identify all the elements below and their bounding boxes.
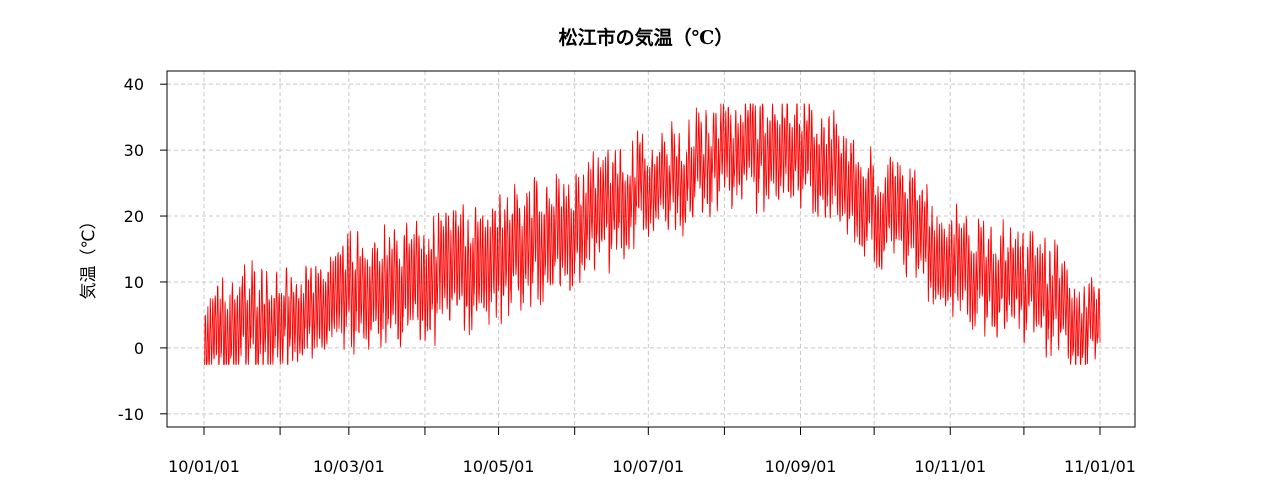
x-tick-label: 10/11/01	[914, 457, 986, 476]
y-tick-label: 10	[124, 273, 144, 292]
x-tick-label: 11/01/01	[1064, 457, 1136, 476]
x-tick-label: 10/05/01	[463, 457, 535, 476]
y-axis: -10 0 10 20 30 40	[118, 75, 167, 424]
x-axis: 10/01/01 10/03/01 10/05/01 10/07/01 10/09/01…	[168, 427, 1136, 476]
y-tick-label: 30	[124, 141, 144, 160]
y-tick-label: 0	[134, 339, 144, 358]
y-axis-label: 気温（℃）	[79, 212, 99, 299]
x-tick-label: 10/07/01	[612, 457, 684, 476]
grid-lines	[167, 71, 1135, 427]
y-tick-label: 40	[124, 75, 144, 94]
x-tick-label: 10/01/01	[168, 457, 240, 476]
temperature-line	[203, 103, 1101, 365]
plot-frame	[166, 70, 1136, 428]
x-tick-label: 10/03/01	[313, 457, 385, 476]
temperature-series	[203, 103, 1101, 365]
x-tick-label: 10/09/01	[765, 457, 837, 476]
chart-title: 松江市の気温（℃）	[559, 26, 734, 49]
y-tick-label: 20	[124, 207, 144, 226]
y-tick-label: -10	[118, 405, 144, 424]
